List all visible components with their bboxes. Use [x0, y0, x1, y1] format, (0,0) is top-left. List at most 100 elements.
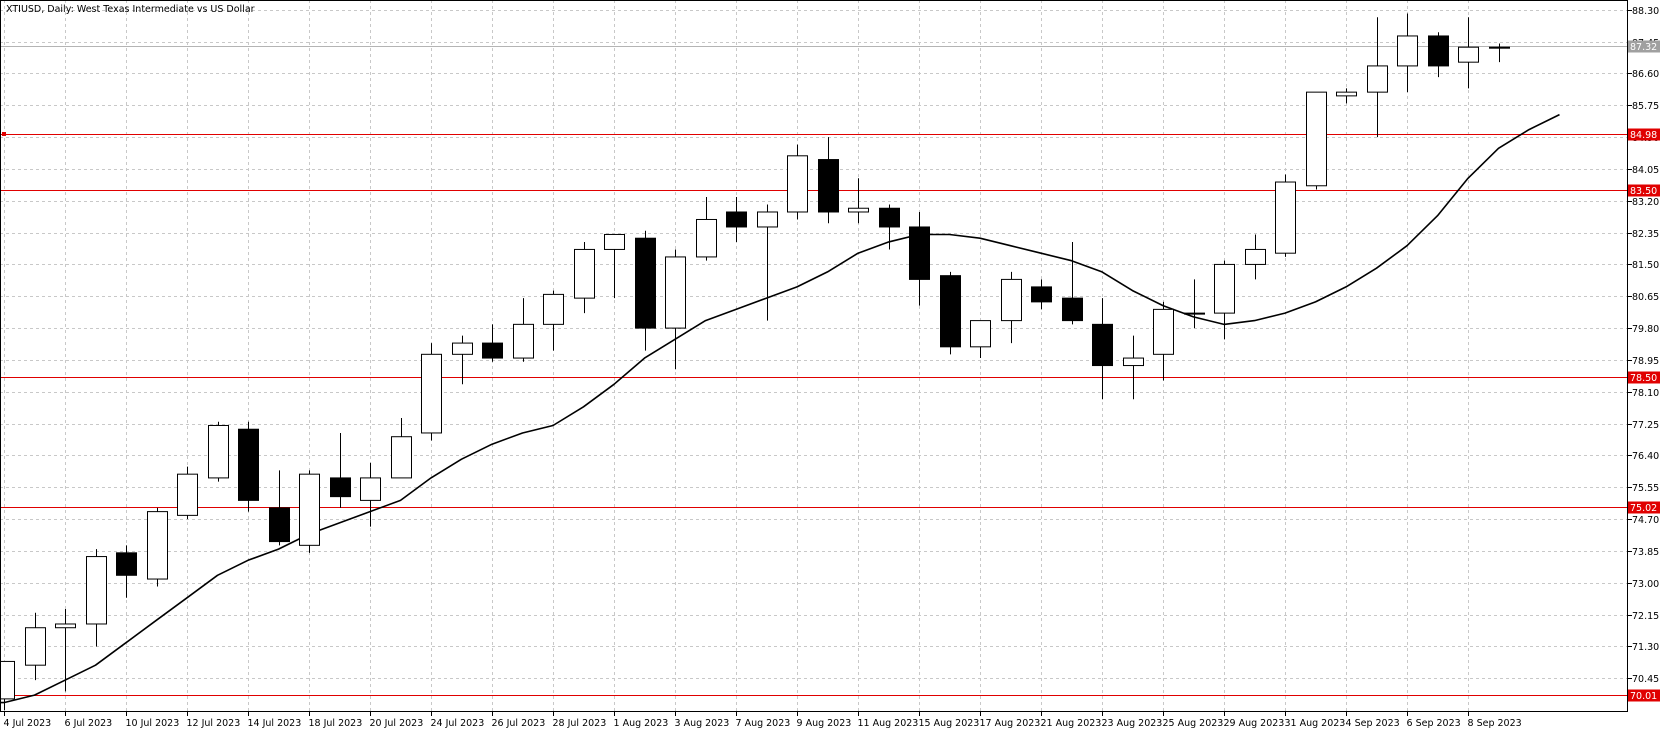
level-label-bg — [1628, 184, 1660, 197]
candle-up — [360, 477, 381, 501]
y-tick-label: 70.45 — [1632, 674, 1659, 685]
x-tick-label: 15 Aug 2023 — [919, 718, 980, 729]
x-tick-label: 3 Aug 2023 — [675, 718, 730, 729]
candle-up — [177, 473, 198, 516]
candle-down — [238, 428, 259, 501]
y-tick-label: 72.15 — [1632, 611, 1659, 622]
level-label: 70.01 — [1630, 691, 1657, 702]
x-tick-label: 7 Aug 2023 — [736, 718, 791, 729]
candle-up — [513, 323, 534, 359]
candle-up — [421, 353, 442, 434]
candle-up — [970, 320, 991, 348]
level-label: 78.50 — [1630, 373, 1657, 384]
x-tick-label: 14 Jul 2023 — [248, 718, 302, 729]
candle-up — [1489, 46, 1510, 49]
x-tick-label: 4 Sep 2023 — [1346, 718, 1400, 729]
candle-down — [879, 207, 900, 228]
candle-down — [1092, 323, 1113, 367]
candle-up — [1336, 91, 1357, 97]
level-label-bg — [1628, 371, 1660, 384]
y-tick-label: 80.65 — [1632, 292, 1659, 303]
current-price-label: 87.32 — [1630, 42, 1657, 53]
candle-up — [1184, 312, 1205, 315]
y-tick-label: 82.35 — [1632, 229, 1659, 240]
candle-down — [940, 275, 961, 348]
x-tick-label: 23 Aug 2023 — [1102, 718, 1163, 729]
y-tick-label: 78.10 — [1632, 388, 1659, 399]
x-tick-label: 4 Jul 2023 — [4, 718, 52, 729]
candle-up — [0, 660, 15, 700]
candle-down — [909, 226, 930, 280]
candle-down — [482, 342, 503, 359]
level-labels: 84.98 83.50 78.50 75.02 70.01 87.32 — [1628, 40, 1660, 702]
level-label: 75.02 — [1630, 503, 1657, 514]
candle-up — [1153, 308, 1174, 355]
candle-up — [25, 627, 46, 666]
candle-up — [696, 218, 717, 258]
candle-up — [208, 424, 229, 479]
x-tick-label: 25 Aug 2023 — [1163, 718, 1224, 729]
chart-title: XTIUSD, Daily: West Texas Intermediate v… — [6, 4, 255, 15]
y-tick-label: 83.20 — [1632, 197, 1659, 208]
y-tick-label: 86.60 — [1632, 69, 1659, 80]
x-tick-label: 6 Jul 2023 — [65, 718, 113, 729]
candle-up — [55, 623, 76, 629]
time-axis: 4 Jul 2023 6 Jul 2023 10 Jul 2023 12 Jul 20… — [4, 712, 1522, 729]
x-tick-label: 12 Jul 2023 — [187, 718, 241, 729]
y-tick-label: 77.25 — [1632, 420, 1659, 431]
x-tick-label: 10 Jul 2023 — [126, 718, 180, 729]
moving-average-line — [0, 113, 1560, 704]
y-tick-label: 71.30 — [1632, 642, 1659, 653]
candle-up — [86, 556, 107, 625]
candle-down — [269, 507, 290, 543]
candle-up — [1367, 65, 1388, 93]
candles — [0, 13, 1510, 711]
y-tick-label: 74.70 — [1632, 515, 1659, 526]
x-tick-label: 17 Aug 2023 — [980, 718, 1041, 729]
candle-up — [543, 293, 564, 325]
y-tick-label: 81.50 — [1632, 260, 1659, 271]
y-tick-label: 78.95 — [1632, 356, 1659, 367]
candle-up — [604, 233, 625, 250]
y-tick-label: 79.80 — [1632, 324, 1659, 335]
moving-average — [0, 113, 1560, 704]
candle-up — [1306, 91, 1327, 187]
level-label-bg — [1628, 689, 1660, 702]
level-marker — [2, 132, 6, 136]
x-tick-label: 18 Jul 2023 — [309, 718, 363, 729]
candle-up — [574, 248, 595, 299]
y-tick-label: 73.00 — [1632, 579, 1659, 590]
candle-up — [299, 473, 320, 546]
candle-up — [1214, 263, 1235, 314]
candle-up — [1275, 181, 1296, 254]
x-tick-label: 8 Sep 2023 — [1468, 718, 1522, 729]
candle-down — [1428, 35, 1449, 67]
candle-up — [757, 211, 778, 228]
x-tick-label: 24 Jul 2023 — [431, 718, 485, 729]
y-tick-label: 85.75 — [1632, 101, 1659, 112]
x-tick-label: 26 Jul 2023 — [492, 718, 546, 729]
candle-down — [726, 211, 747, 228]
candle-up — [391, 436, 412, 479]
candle-down — [818, 159, 839, 213]
level-label: 84.98 — [1630, 130, 1657, 141]
plot-frame — [0, 0, 1628, 712]
candle-down — [1062, 297, 1083, 322]
level-label: 83.50 — [1630, 186, 1657, 197]
y-tick-label: 88.30 — [1632, 6, 1659, 17]
candle-up — [1245, 248, 1266, 265]
level-label-bg — [1628, 501, 1660, 514]
candle-up — [787, 155, 808, 213]
x-tick-label: 11 Aug 2023 — [858, 718, 919, 729]
candle-down — [1031, 286, 1052, 303]
y-tick-label: 73.85 — [1632, 547, 1659, 558]
current-price-label-bg — [1628, 40, 1660, 53]
x-tick-label: 21 Aug 2023 — [1041, 718, 1102, 729]
candle-up — [1001, 278, 1022, 322]
x-tick-label: 20 Jul 2023 — [370, 718, 424, 729]
x-tick-label: 28 Jul 2023 — [553, 718, 607, 729]
candle-down — [635, 237, 656, 329]
x-tick-label: 31 Aug 2023 — [1285, 718, 1346, 729]
